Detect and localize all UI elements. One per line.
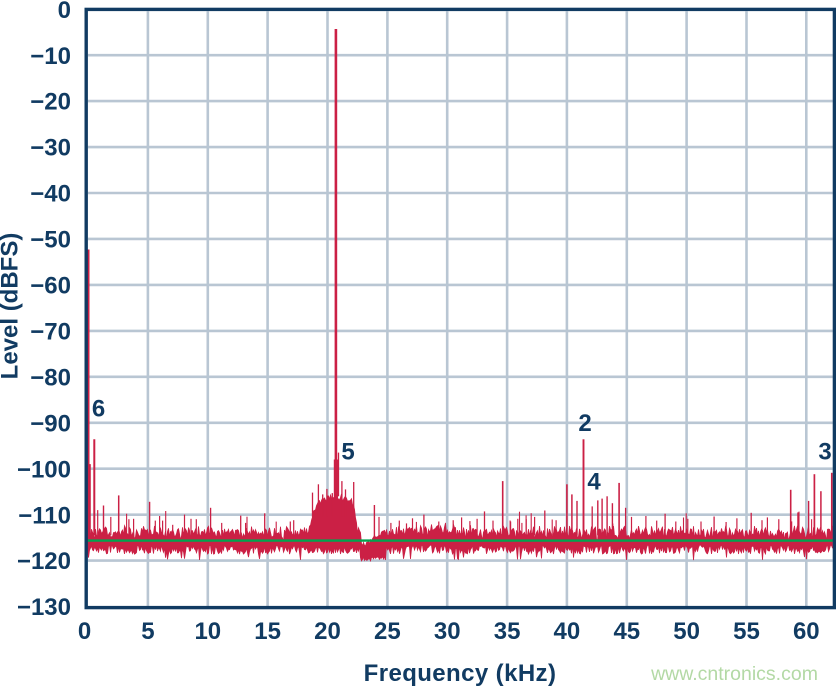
svg-text:10: 10: [194, 618, 221, 645]
svg-text:−120: −120: [17, 548, 71, 575]
svg-text:Frequency (kHz): Frequency (kHz): [364, 660, 557, 687]
svg-text:Level (dBFS): Level (dBFS): [0, 233, 24, 380]
svg-text:50: 50: [673, 618, 700, 645]
svg-text:−10: −10: [30, 43, 71, 70]
svg-text:35: 35: [494, 618, 521, 645]
svg-text:40: 40: [554, 618, 581, 645]
svg-text:0: 0: [58, 0, 71, 24]
svg-text:20: 20: [314, 618, 341, 645]
svg-text:−30: −30: [30, 135, 71, 162]
svg-text:−70: −70: [30, 319, 71, 346]
svg-text:5: 5: [141, 618, 154, 645]
svg-text:−90: −90: [30, 410, 71, 437]
svg-text:www.cntronics.com: www.cntronics.com: [650, 663, 818, 685]
svg-text:30: 30: [434, 618, 461, 645]
svg-text:−80: −80: [30, 364, 71, 391]
svg-text:15: 15: [254, 618, 281, 645]
svg-text:−50: −50: [30, 227, 71, 254]
svg-text:−100: −100: [17, 456, 71, 483]
svg-text:60: 60: [793, 618, 820, 645]
svg-text:−110: −110: [18, 502, 71, 529]
svg-text:−130: −130: [17, 594, 71, 621]
svg-text:0: 0: [78, 618, 91, 645]
svg-text:3: 3: [818, 439, 831, 466]
svg-text:−60: −60: [30, 273, 71, 300]
svg-text:6: 6: [92, 396, 105, 423]
svg-text:5: 5: [341, 439, 354, 466]
svg-text:4: 4: [587, 469, 601, 496]
svg-text:25: 25: [374, 618, 401, 645]
svg-text:−40: −40: [30, 181, 71, 208]
svg-text:45: 45: [613, 618, 640, 645]
svg-text:2: 2: [578, 410, 591, 437]
svg-text:55: 55: [733, 618, 760, 645]
svg-text:−20: −20: [30, 89, 71, 116]
